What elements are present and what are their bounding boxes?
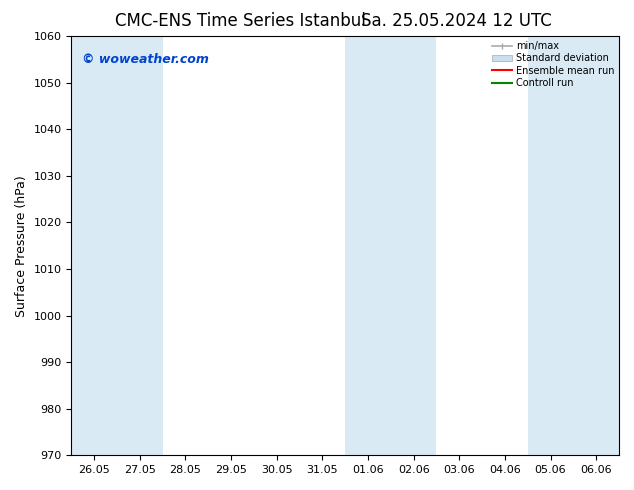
Text: CMC-ENS Time Series Istanbul: CMC-ENS Time Series Istanbul	[115, 12, 366, 30]
Bar	[345, 36, 436, 455]
Bar	[117, 36, 163, 455]
Text: Sa. 25.05.2024 12 UTC: Sa. 25.05.2024 12 UTC	[361, 12, 552, 30]
Bar	[527, 36, 619, 455]
Y-axis label: Surface Pressure (hPa): Surface Pressure (hPa)	[15, 175, 28, 317]
Text: © woweather.com: © woweather.com	[82, 53, 209, 66]
Legend: min/max, Standard deviation, Ensemble mean run, Controll run: min/max, Standard deviation, Ensemble me…	[490, 39, 616, 90]
Bar	[72, 36, 117, 455]
